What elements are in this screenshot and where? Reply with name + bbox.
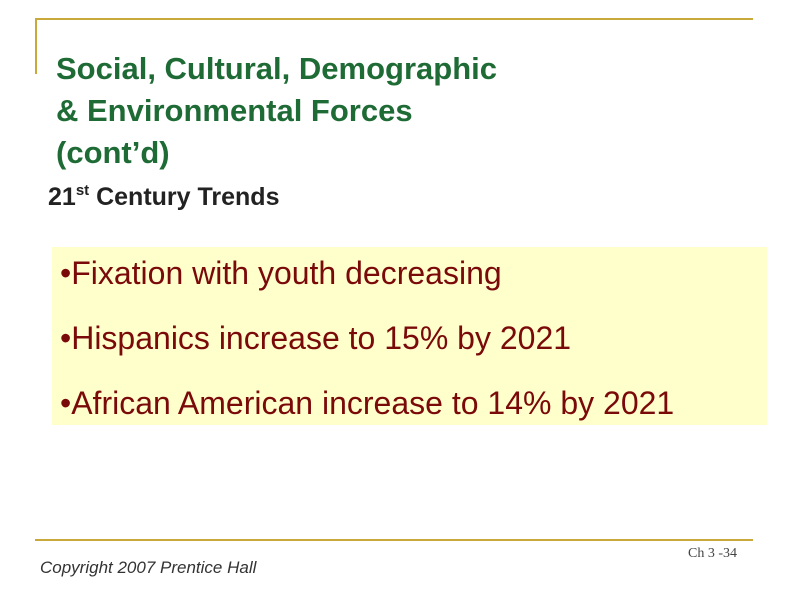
subtitle-superscript: st xyxy=(75,182,90,199)
title-line-3: (cont’d) xyxy=(56,135,170,170)
bottom-rule xyxy=(35,539,753,541)
page-number: Ch 3 -34 xyxy=(688,546,737,561)
title-line-1: Social, Cultural, Demographic xyxy=(56,51,497,86)
left-rule xyxy=(35,18,37,74)
bullet-box: •Fixation with youth decreasing •Hispani… xyxy=(52,247,767,425)
subtitle-text: Century Trends xyxy=(89,183,280,211)
title-line-2: & Environmental Forces xyxy=(56,93,413,128)
top-rule xyxy=(35,18,753,20)
slide-title: Social, Cultural, Demographic & Environm… xyxy=(56,48,497,174)
bullet-list: •Fixation with youth decreasing •Hispani… xyxy=(60,255,674,450)
subtitle-number: 21 xyxy=(48,183,76,211)
copyright-footer: Copyright 2007 Prentice Hall xyxy=(40,558,257,577)
bullet-item: •Fixation with youth decreasing xyxy=(60,255,502,291)
bullet-item: •African American increase to 14% by 202… xyxy=(60,385,675,421)
bullet-item: •Hispanics increase to 15% by 2021 xyxy=(60,320,572,356)
slide-subtitle: 21st Century Trends xyxy=(48,180,279,214)
